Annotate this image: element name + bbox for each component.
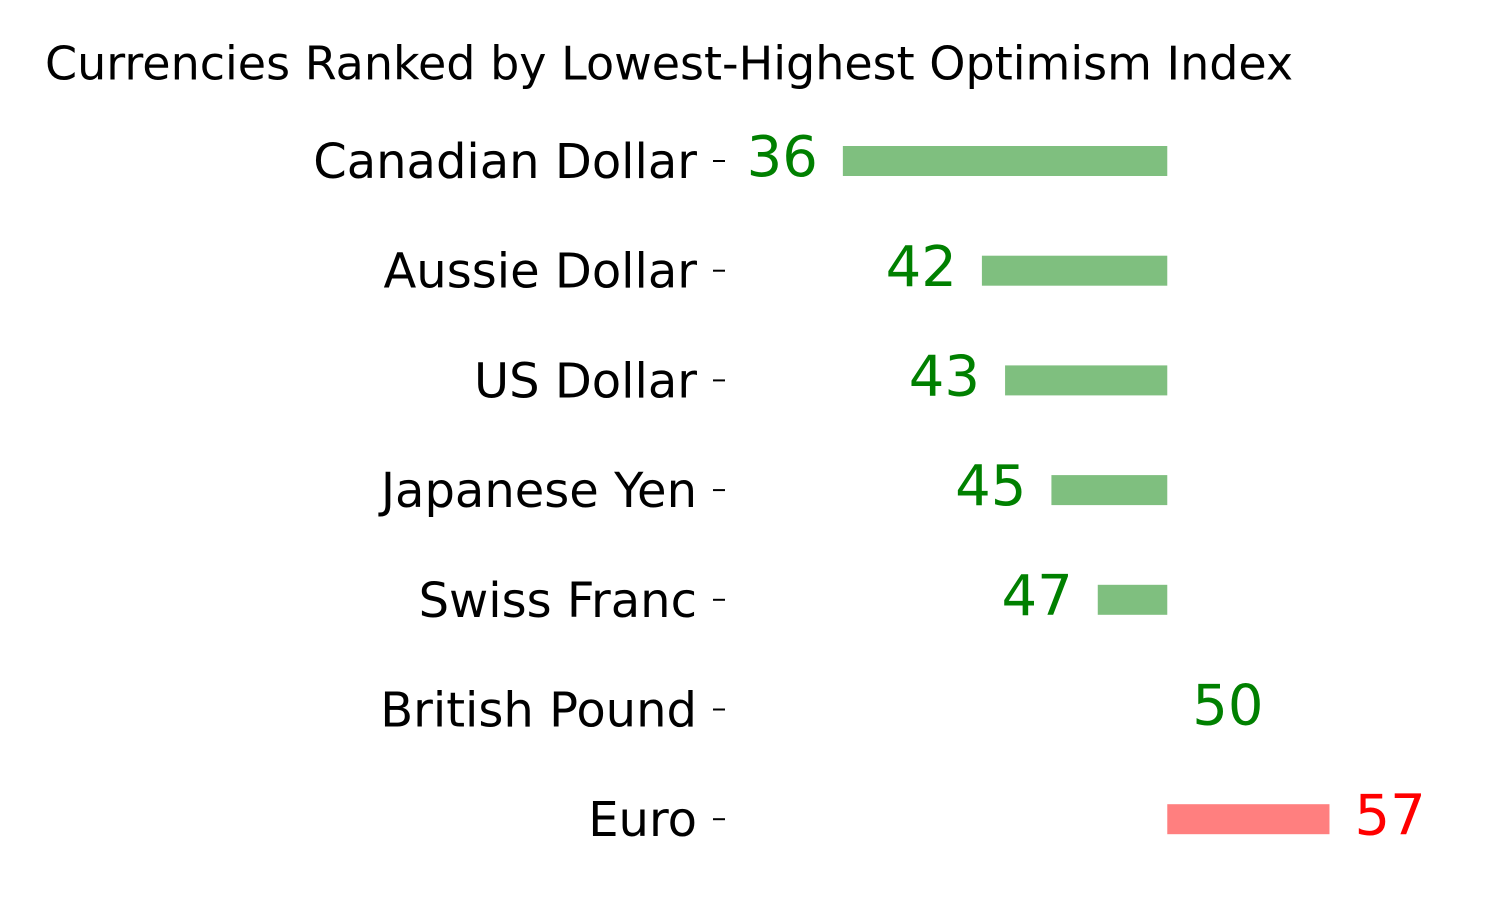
bar (1005, 365, 1168, 396)
value-label: 57 (1354, 783, 1425, 848)
bar (981, 255, 1168, 286)
value-label: 50 (1192, 674, 1263, 739)
category-label: Euro (588, 792, 697, 848)
value-label: 43 (909, 345, 980, 410)
value-label: 47 (1001, 564, 1072, 629)
category-label: Canadian Dollar (313, 134, 697, 190)
bar (842, 146, 1168, 176)
category-label: Aussie Dollar (383, 244, 697, 300)
value-label: 42 (886, 235, 957, 300)
category-label: Swiss Franc (419, 573, 697, 629)
bar (1097, 584, 1168, 615)
category-label: US Dollar (474, 353, 697, 409)
chart-title: Currencies Ranked by Lowest-Highest Opti… (45, 37, 1293, 91)
value-label: 45 (955, 454, 1026, 519)
bar (1167, 804, 1330, 835)
bar (1051, 475, 1168, 506)
value-label: 36 (747, 125, 818, 190)
category-label: British Pound (380, 683, 697, 739)
category-label: Japanese Yen (378, 463, 697, 519)
